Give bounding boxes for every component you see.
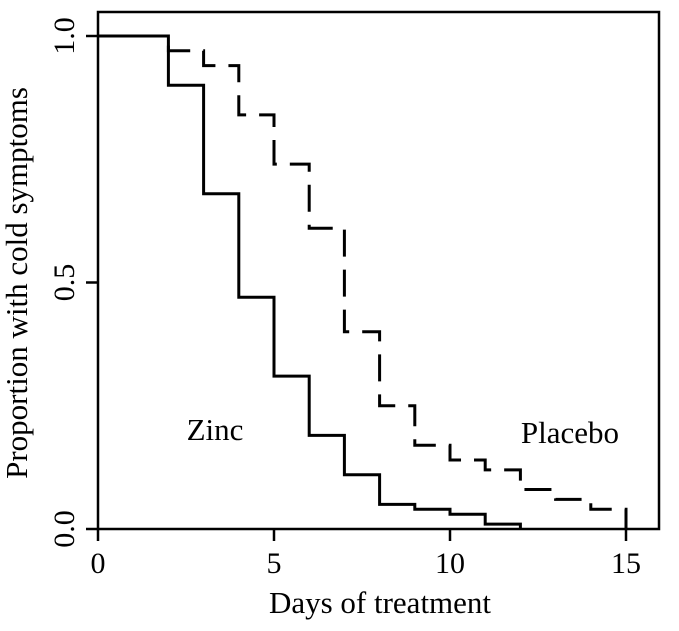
x-tick-label: 0 — [91, 547, 106, 580]
plot-frame — [96, 10, 661, 531]
zinc-label: Zinc — [187, 412, 244, 447]
y-tick-label: 0.0 — [48, 510, 81, 548]
y-axis-title: Proportion with cold symptoms — [0, 87, 34, 479]
y-tick-label: 1.0 — [48, 17, 81, 55]
y-tick-label: 0.5 — [48, 264, 81, 302]
y-axis: 0.0 0.5 1.0 — [48, 17, 98, 548]
x-tick-label: 10 — [435, 547, 465, 580]
placebo-label: Placebo — [521, 415, 619, 450]
x-axis: 0 5 10 15 — [91, 529, 641, 580]
x-tick-label: 15 — [611, 547, 641, 580]
x-tick-label: 5 — [267, 547, 282, 580]
series-layer — [98, 34, 628, 529]
placebo-curve — [98, 34, 628, 529]
zinc-curve — [98, 34, 522, 529]
x-axis-title: Days of treatment — [269, 585, 491, 620]
